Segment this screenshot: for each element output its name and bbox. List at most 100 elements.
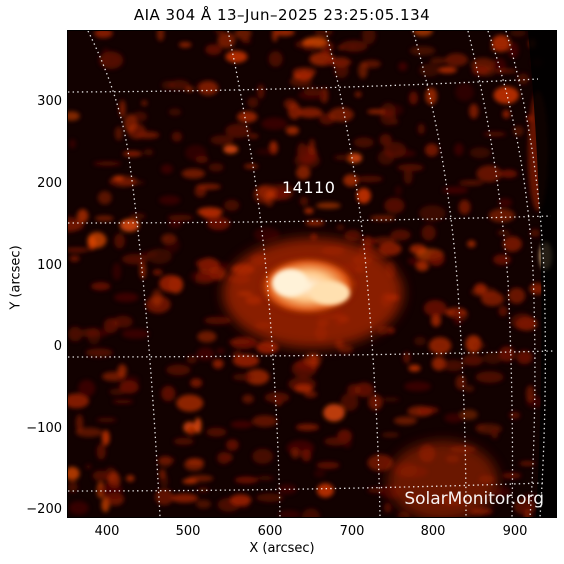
network-patch	[304, 207, 314, 214]
network-patch	[362, 31, 376, 45]
network-patch	[328, 107, 354, 122]
network-patch	[354, 91, 362, 98]
network-patch	[114, 292, 139, 302]
network-patch	[170, 493, 199, 503]
network-patch	[241, 38, 251, 44]
network-patch	[205, 44, 222, 55]
network-patch	[333, 154, 353, 161]
network-patch	[114, 233, 125, 249]
network-patch	[245, 369, 270, 385]
network-patch	[419, 205, 446, 222]
network-patch	[358, 62, 368, 79]
x-tick-label: 600	[257, 524, 283, 539]
network-patch	[68, 111, 80, 121]
network-patch	[275, 31, 295, 37]
network-patch	[431, 356, 446, 371]
network-patch	[75, 427, 103, 438]
network-patch	[362, 60, 381, 68]
network-patch	[159, 275, 182, 293]
network-patch	[78, 379, 96, 397]
network-patch	[297, 142, 307, 160]
network-patch	[373, 236, 396, 245]
network-patch	[377, 150, 395, 165]
y-tick-label: 0	[53, 339, 62, 354]
network-patch	[301, 449, 312, 462]
network-patch	[519, 461, 536, 466]
network-patch	[390, 118, 399, 125]
network-patch	[502, 472, 522, 479]
network-patch	[252, 448, 274, 464]
network-patch	[404, 381, 431, 392]
network-patch	[198, 208, 223, 214]
network-patch	[510, 31, 527, 37]
network-patch	[510, 313, 534, 330]
network-patch	[285, 126, 299, 135]
network-patch	[368, 394, 383, 411]
network-patch	[230, 336, 258, 350]
network-patch	[226, 439, 239, 451]
network-patch	[431, 314, 441, 327]
network-patch	[237, 111, 258, 123]
network-patch	[230, 494, 252, 506]
network-patch	[488, 208, 515, 223]
network-patch	[85, 328, 109, 338]
network-patch	[334, 62, 349, 79]
network-patch	[68, 393, 90, 409]
image-title: AIA 304 Å 13–Jun–2025 23:25:05.134	[133, 6, 431, 24]
network-patch	[234, 476, 258, 484]
network-patch	[415, 261, 429, 272]
network-patch	[481, 291, 504, 307]
network-patch	[469, 147, 491, 159]
network-patch	[252, 415, 278, 427]
network-patch	[408, 364, 421, 372]
network-patch	[242, 394, 254, 404]
network-patch	[467, 240, 476, 248]
x-tick-label: 900	[502, 524, 528, 539]
network-patch	[513, 498, 537, 515]
network-patch	[168, 79, 190, 90]
network-patch	[389, 104, 404, 116]
network-patch	[308, 138, 316, 156]
network-patch	[497, 229, 511, 236]
network-patch	[403, 351, 411, 364]
network-patch	[216, 348, 225, 354]
network-patch	[143, 148, 154, 156]
network-patch	[517, 73, 530, 85]
network-patch	[69, 139, 76, 149]
network-patch	[513, 125, 524, 137]
x-tick-label: 800	[420, 524, 446, 539]
network-patch	[121, 253, 149, 265]
network-patch	[340, 40, 368, 52]
y-tick-label: 300	[37, 94, 62, 109]
network-patch	[476, 165, 502, 183]
network-patch	[384, 502, 392, 513]
network-patch	[299, 196, 309, 206]
network-patch	[316, 202, 341, 209]
network-patch	[256, 341, 279, 354]
network-patch	[257, 184, 277, 200]
network-patch	[314, 469, 326, 478]
network-patch	[69, 255, 80, 262]
network-patch	[508, 287, 526, 304]
network-patch	[336, 225, 345, 230]
network-patch	[112, 262, 122, 281]
network-patch	[492, 486, 512, 498]
network-patch	[474, 283, 487, 295]
network-patch	[530, 229, 541, 237]
network-patch	[458, 199, 471, 215]
network-patch	[130, 213, 146, 220]
network-patch	[496, 69, 517, 73]
network-patch	[464, 385, 475, 392]
network-patch	[437, 66, 457, 74]
network-patch	[409, 91, 418, 105]
network-patch	[161, 385, 176, 402]
network-patch	[294, 384, 313, 393]
network-patch	[87, 232, 107, 248]
network-patch	[430, 57, 447, 65]
network-patch	[369, 215, 396, 221]
network-patch	[268, 51, 283, 67]
network-patch	[343, 174, 359, 187]
network-patch	[469, 103, 479, 119]
network-patch	[303, 86, 322, 96]
